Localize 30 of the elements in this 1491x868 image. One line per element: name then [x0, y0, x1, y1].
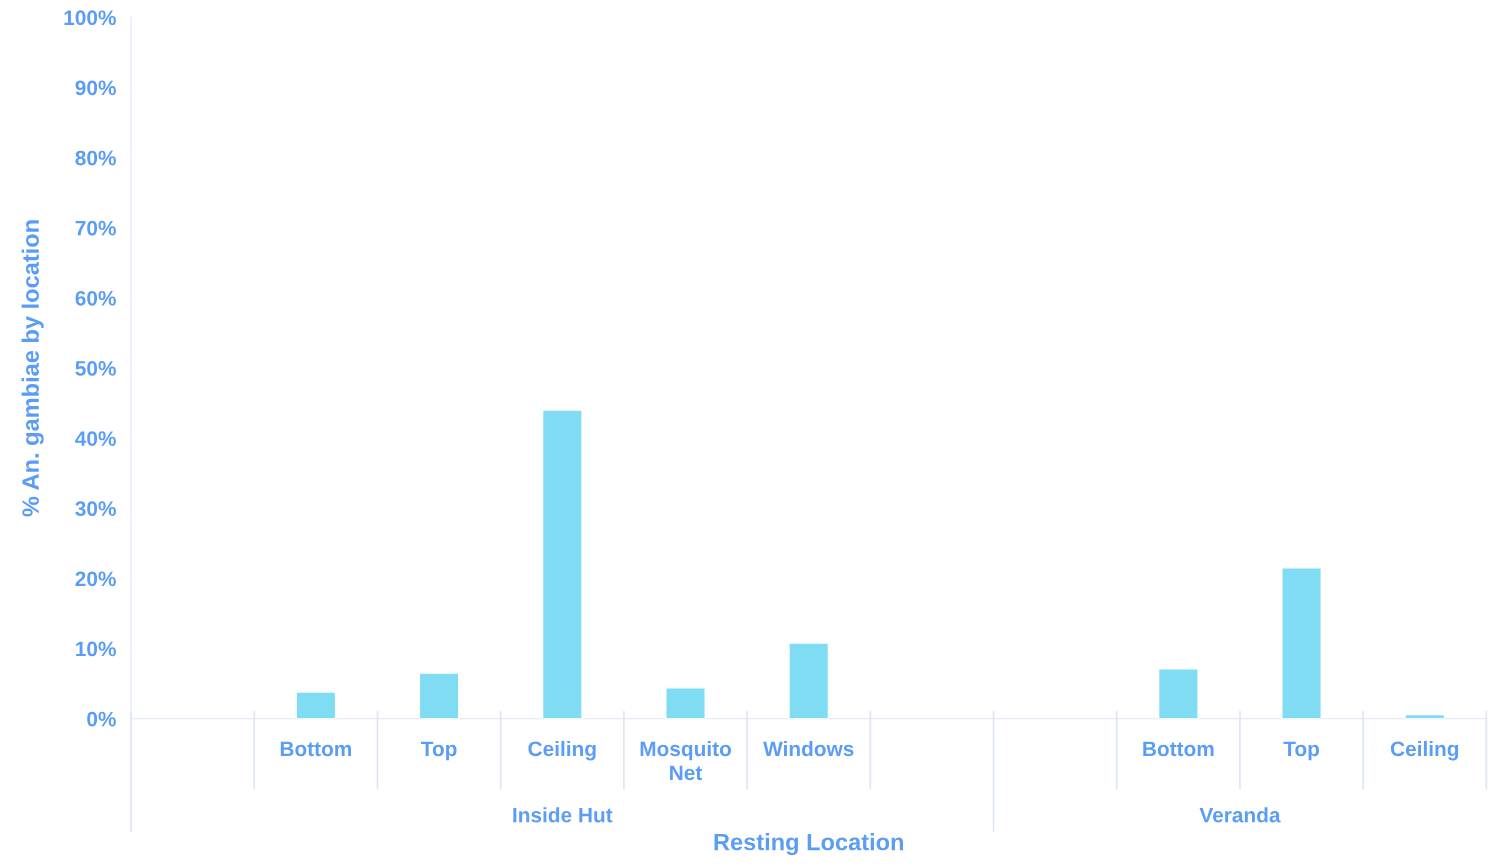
y-axis-title: % An. gambiae by location [21, 220, 44, 517]
y-tick-label: 20% [75, 571, 116, 587]
x-tick-label: Ceiling [1390, 740, 1459, 761]
y-tick-label: 0% [87, 711, 116, 727]
bar [1157, 668, 1199, 719]
x-tick-label: Windows [763, 740, 854, 757]
y-tick-label: 90% [75, 80, 116, 96]
y-tick-label: 70% [75, 220, 116, 236]
x-tick-label: Top [1283, 741, 1320, 761]
y-tick-label: 10% [76, 641, 116, 657]
x-tick-label: Mosquito Net [640, 740, 731, 781]
y-tick-label: 40% [75, 431, 116, 446]
text: Veranda [1199, 807, 1281, 823]
text: Inside Hut [513, 807, 613, 823]
x-tick-label: Bottom [280, 741, 352, 757]
x-axis-title: Resting Location [714, 833, 904, 856]
x-tick-label: Top [421, 741, 457, 761]
y-tick-label: 100% [64, 10, 116, 26]
x-tick-label: Ceiling [528, 740, 596, 761]
y-tick-label: 80% [75, 150, 116, 166]
y-tick-label: 50% [75, 361, 116, 376]
bar [295, 691, 337, 719]
y-tick-label: 30% [75, 501, 116, 517]
y-tick-label: 60% [75, 290, 116, 306]
x-tick-label: Bottom [1143, 741, 1214, 757]
bar [541, 409, 583, 719]
bar [665, 687, 706, 719]
bar [1281, 567, 1322, 719]
bar [418, 672, 460, 719]
bar [788, 642, 830, 719]
